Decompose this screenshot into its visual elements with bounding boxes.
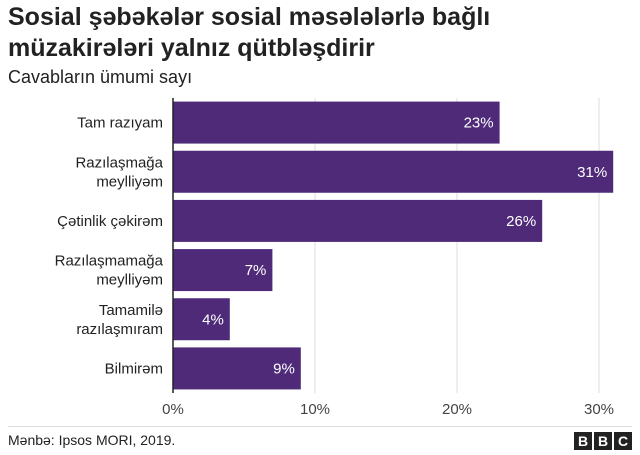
footer-divider xyxy=(8,426,632,427)
category-label: Tamamilə razılaşmıram xyxy=(76,302,163,338)
category-label-line: Çətinlik çəkirəm xyxy=(57,213,163,230)
category-label-line: razılaşmıram xyxy=(76,321,163,338)
category-label-line: meylliyəm xyxy=(96,173,163,190)
bar-value-label: 23% xyxy=(464,115,494,132)
bar-value-label: 9% xyxy=(273,360,295,377)
bar xyxy=(173,150,614,193)
category-label-line: Razılaşmamağa xyxy=(55,253,164,270)
bar xyxy=(173,298,230,341)
category-label: Çətinlik çəkirəm xyxy=(57,213,163,230)
chart-title: Sosial şəbəkələr sosial məsələlərlə bağl… xyxy=(8,3,491,62)
bbc-logo-letter: B xyxy=(574,432,592,450)
category-label: Razılaşmamağa meylliyəm xyxy=(55,253,164,289)
category-label-line: Tamamilə xyxy=(99,302,163,319)
category-label-line: meylliyəm xyxy=(96,272,163,289)
category-label: Tam razıyam xyxy=(77,115,163,132)
bar-value-label: 4% xyxy=(202,311,224,328)
bbc-logo-letter: B xyxy=(594,432,612,450)
category-label-line: Razılaşmağa xyxy=(75,154,163,171)
bar-value-label: 7% xyxy=(245,262,267,279)
bar xyxy=(173,101,500,144)
bar xyxy=(173,347,301,390)
category-label-line: Tam razıyam xyxy=(77,115,163,132)
x-tick-label: 30% xyxy=(584,401,614,418)
x-tick-label: 0% xyxy=(162,401,184,418)
source-note: Mənbə: Ipsos MORI, 2019. xyxy=(8,432,176,448)
x-tick-label: 20% xyxy=(442,401,472,418)
chart-subtitle: Cavabların ümumi sayı xyxy=(8,67,193,87)
bar xyxy=(173,249,273,292)
bar-value-label: 31% xyxy=(577,164,607,181)
bar-value-label: 26% xyxy=(506,213,536,230)
bbc-logo-letter: C xyxy=(614,432,632,450)
category-label: Bilmirəm xyxy=(105,360,163,377)
bbc-logo: B B C xyxy=(574,432,632,450)
category-label: Razılaşmağa meylliyəm xyxy=(75,154,163,190)
x-tick-label: 10% xyxy=(300,401,330,418)
bar xyxy=(173,199,543,242)
category-label-line: Bilmirəm xyxy=(105,360,163,377)
